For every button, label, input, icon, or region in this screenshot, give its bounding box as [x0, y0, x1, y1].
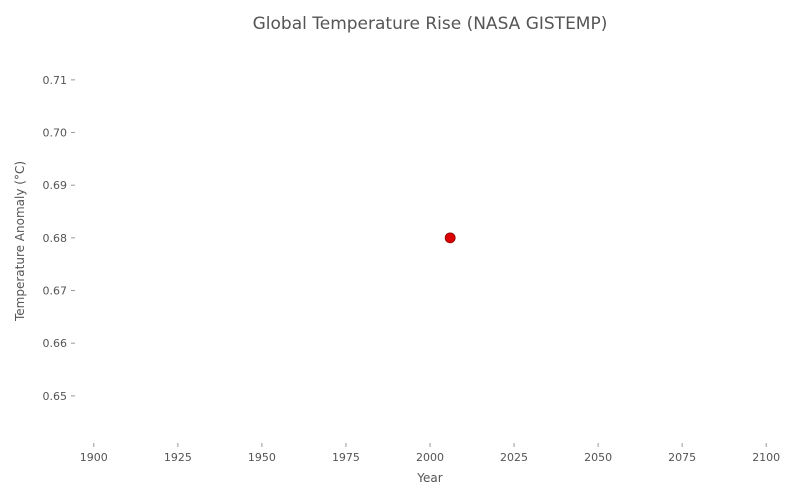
- y-axis-ticks: 0.65 0.66 0.67 0.68 0.69 0.70 0.71: [43, 74, 75, 403]
- x-tick-label: 2100: [752, 451, 780, 464]
- data-points: [444, 232, 456, 244]
- x-tick-label: 1950: [248, 451, 276, 464]
- x-axis-ticks: 1900 1925 1950 1975 2000 2025 2050 2075 2100: [80, 443, 780, 464]
- y-tick-label: 0.68: [43, 232, 68, 245]
- x-tick-label: 2025: [500, 451, 528, 464]
- y-tick-label: 0.70: [43, 127, 68, 140]
- y-tick-label: 0.67: [43, 285, 68, 298]
- y-tick-label: 0.65: [43, 390, 68, 403]
- chart-title: Global Temperature Rise (NASA GISTEMP): [253, 14, 608, 34]
- y-tick-label: 0.66: [43, 337, 68, 350]
- data-point[interactable]: [444, 232, 456, 244]
- x-tick-label: 2000: [416, 451, 444, 464]
- y-axis-title: Temperature Anomaly (°C): [13, 161, 27, 322]
- x-tick-label: 2075: [668, 451, 696, 464]
- x-tick-label: 1900: [80, 451, 108, 464]
- y-tick-label: 0.69: [43, 179, 68, 192]
- x-tick-label: 1925: [164, 451, 192, 464]
- y-tick-label: 0.71: [43, 74, 68, 87]
- x-tick-label: 1975: [332, 451, 360, 464]
- x-axis-title: Year: [416, 471, 442, 485]
- x-tick-label: 2050: [584, 451, 612, 464]
